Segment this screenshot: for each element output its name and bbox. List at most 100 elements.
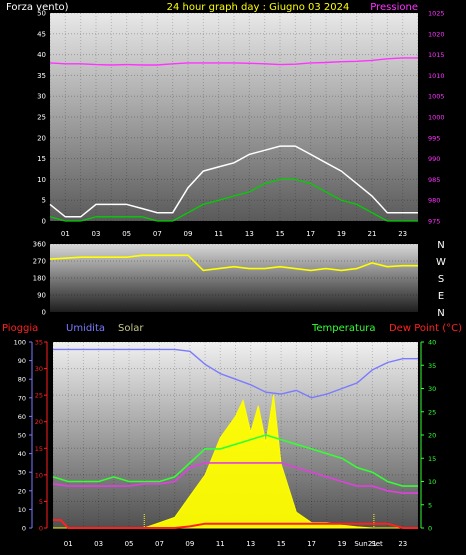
temperature-tick-label: 35: [428, 362, 436, 370]
rain-tick-label: 10: [35, 471, 43, 479]
wind-panel-background: [50, 13, 418, 221]
rain-line: [53, 519, 418, 529]
rain-axis: 0 5 10 15 20 25 30 35: [35, 339, 48, 533]
humidity-tick-label: 60: [18, 413, 26, 421]
pressure-tick-label: 975: [428, 218, 440, 226]
rain-tick-label: 5: [39, 498, 43, 506]
solar-area: [53, 395, 418, 529]
wind-direction-line: [49, 254, 418, 272]
humidity-line: [53, 348, 418, 399]
pressure-line: [49, 57, 418, 66]
humidity-axis: 0 10 20 30 40 50 60 70 80 90 100: [14, 339, 33, 533]
rain-tick-label: 35: [35, 339, 43, 347]
compass-label: N: [437, 240, 444, 251]
wind-speed-tick-label: 10: [37, 176, 46, 184]
wind-time-tick-label: 15: [276, 230, 285, 238]
pressure-tick-label: 985: [428, 176, 440, 184]
solar-legend: Solar: [118, 323, 144, 334]
direction-tick-label: 0: [42, 309, 46, 317]
wind-speed-tick-label: 25: [37, 114, 46, 122]
dewpoint-legend: Dew Point (°C): [389, 323, 462, 334]
humidity-legend: Umidita: [66, 323, 105, 334]
humidity-tick-label: 80: [18, 376, 26, 384]
humidity-tick-label: 100: [14, 339, 26, 347]
temperature-tick-label: 20: [428, 432, 436, 440]
wind-panel-grid: [49, 12, 419, 222]
wind-panel-time-axis: 01 03 05 07 09 11 13 15 17 19 21 23: [61, 230, 407, 238]
humidity-tick-label: 20: [18, 487, 26, 495]
wind-speed-tick-label: 35: [37, 72, 46, 80]
temperature-line: [52, 434, 418, 487]
direction-panel-series: [49, 254, 418, 272]
direction-tick-label: 270: [33, 258, 46, 266]
humidity-tick-label: 30: [18, 469, 26, 477]
humidity-tick-label: 70: [18, 394, 26, 402]
rain-legend: Pioggia: [2, 323, 38, 334]
pressure-axis: 975 980 985 990 995 1000 1005 1010 1015 1020 1025: [428, 10, 445, 226]
pressure-tick-label: 1020: [428, 30, 445, 38]
wind-time-tick-label: 19: [337, 230, 346, 238]
bottom-time-tick-label: 23: [398, 540, 407, 548]
dewpoint-line: [52, 462, 418, 494]
temperature-tick-label: 0: [428, 525, 432, 533]
bottom-time-tick-label: 05: [125, 540, 134, 548]
rain-tick-label: 25: [35, 392, 43, 400]
temperature-tick-label: 5: [428, 501, 432, 509]
bottom-panel-series: [52, 348, 418, 529]
pressure-tick-label: 1015: [428, 51, 445, 59]
temperature-tick-label: 10: [428, 478, 436, 486]
direction-tick-label: 90: [37, 292, 46, 300]
wind-axis-title: Forza vento): [6, 2, 69, 13]
rain-tick-label: 15: [35, 445, 43, 453]
bottom-time-tick-label: 01: [64, 540, 73, 548]
direction-panel-background: [50, 244, 418, 312]
pressure-tick-label: 995: [428, 134, 440, 142]
rain-tick-label: 0: [39, 525, 43, 533]
chart-title: 24 hour graph day : Giugno 03 2024: [167, 2, 350, 13]
wind-speed-tick-label: 0: [42, 218, 46, 226]
wind-time-tick-label: 01: [61, 230, 70, 238]
wind-time-tick-label: 03: [92, 230, 101, 238]
rain-tick-label: 20: [35, 418, 43, 426]
humidity-tick-label: 0: [22, 525, 26, 533]
bottom-panel-time-axis: 01 03 05 07 09 11 13 15 17 19 21 23 Sun Set: [64, 540, 408, 548]
pressure-tick-label: 1025: [428, 10, 445, 18]
direction-tick-label: 180: [33, 275, 46, 283]
direction-tick-label: 360: [33, 241, 46, 249]
bottom-time-tick-label: 19: [337, 540, 346, 548]
pressure-tick-label: 1000: [428, 114, 445, 122]
wind-speed-tick-label: 30: [37, 93, 46, 101]
wind-time-tick-label: 23: [398, 230, 407, 238]
temperature-tick-label: 40: [428, 339, 436, 347]
bottom-time-tick-label: 07: [155, 540, 164, 548]
bottom-time-tick-label: 13: [246, 540, 255, 548]
humidity-tick-label: 90: [18, 357, 26, 365]
temperature-tick-label: 25: [428, 408, 436, 416]
direction-degree-axis: 0 90 180 270 360: [33, 241, 46, 317]
pressure-axis-title: Pressione: [370, 2, 418, 13]
humidity-tick-label: 50: [18, 432, 26, 440]
wind-time-tick-label: 11: [214, 230, 223, 238]
temperature-axis: 0 5 10 15 20 25 30 35 40: [420, 339, 436, 533]
bottom-time-tick-label: 15: [277, 540, 286, 548]
temperature-tick-label: 15: [428, 455, 436, 463]
wind-time-tick-label: 05: [122, 230, 131, 238]
bottom-time-tick-label: 11: [216, 540, 225, 548]
humidity-tick-label: 10: [18, 506, 26, 514]
wind-speed-tick-label: 40: [37, 51, 46, 59]
bottom-time-tick-label: 17: [307, 540, 316, 548]
wind-speed-tick-label: 45: [37, 30, 46, 38]
bottom-time-tick-label: 21: [368, 540, 377, 548]
wind-speed-tick-label: 15: [37, 155, 46, 163]
wind-time-tick-label: 13: [245, 230, 254, 238]
wind-speed-tick-label: 20: [37, 134, 46, 142]
compass-label: E: [438, 291, 444, 302]
pressure-tick-label: 980: [428, 197, 440, 205]
temperature-legend: Temperatura: [311, 323, 376, 334]
wind-time-tick-label: 21: [368, 230, 377, 238]
